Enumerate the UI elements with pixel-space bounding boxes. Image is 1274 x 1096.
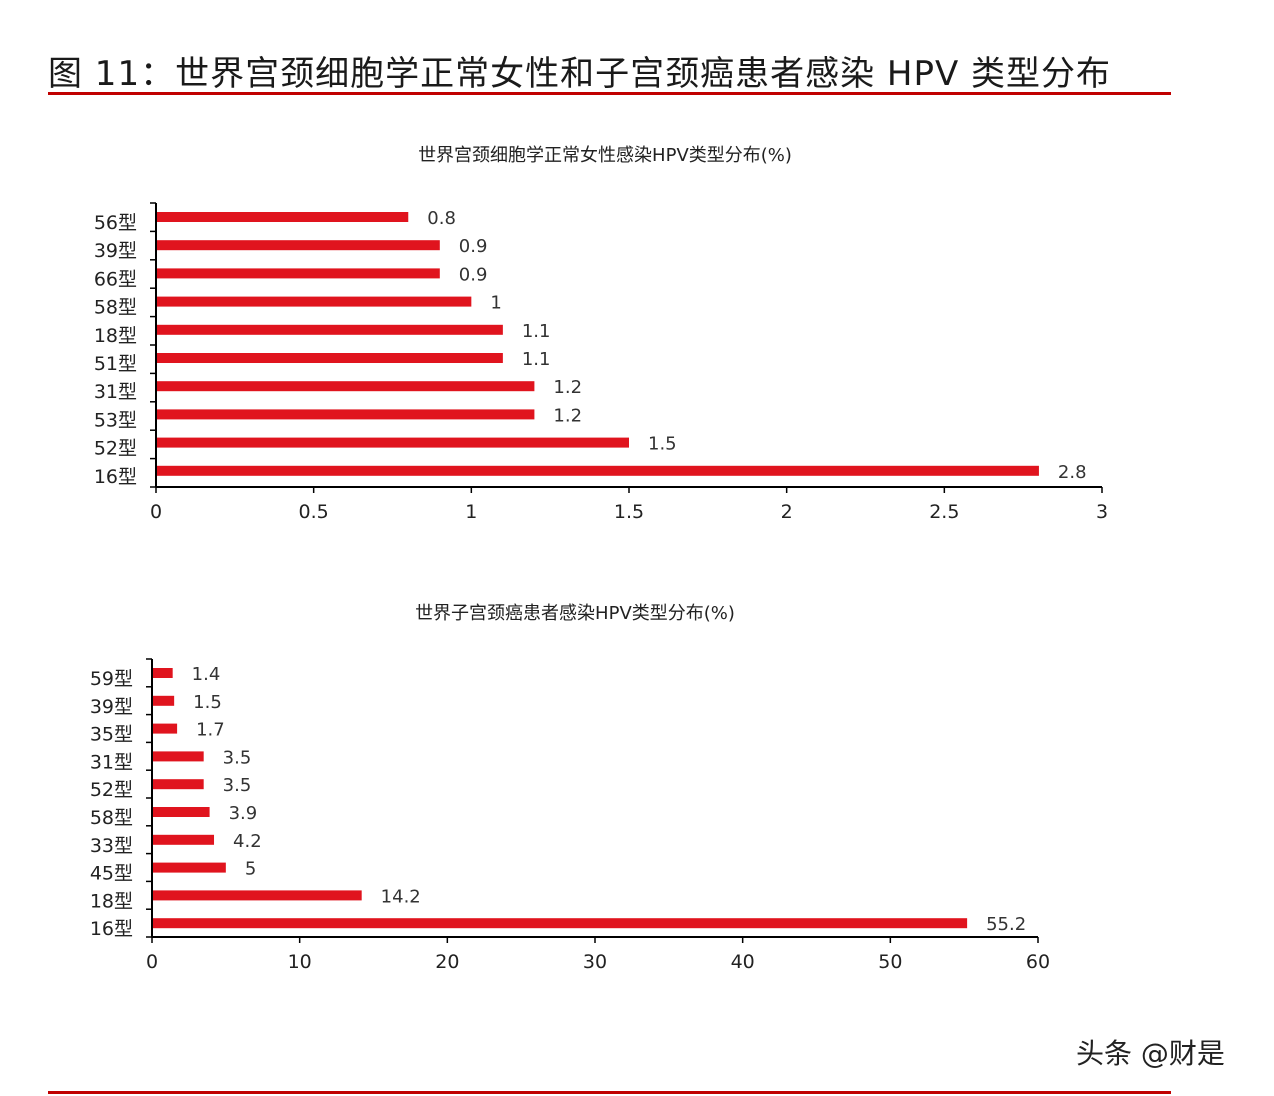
bar — [157, 268, 440, 279]
bar — [157, 212, 409, 222]
x-tick-label: 10 — [288, 951, 312, 973]
bottom-rule — [48, 1091, 1171, 1094]
x-tick-label: 3 — [1096, 501, 1108, 523]
chart-title: 世界宫颈细胞学正常女性感染HPV类型分布(%) — [418, 145, 792, 166]
category-label: 18型 — [90, 890, 133, 912]
category-label: 56型 — [94, 212, 137, 234]
bar — [153, 862, 226, 873]
x-tick-label: 2 — [781, 501, 793, 523]
x-tick-label: 0 — [146, 951, 158, 973]
category-label: 39型 — [90, 696, 133, 718]
category-label: 16型 — [94, 466, 137, 488]
category-label: 39型 — [94, 240, 137, 262]
bar — [153, 918, 968, 929]
x-tick-label: 20 — [435, 951, 459, 973]
bar — [157, 296, 472, 307]
data-label: 14.2 — [381, 886, 421, 907]
category-label: 59型 — [90, 668, 133, 690]
data-label: 1.7 — [196, 720, 225, 741]
category-label: 33型 — [90, 835, 133, 857]
bar — [153, 807, 210, 817]
data-label: 3.5 — [223, 747, 252, 768]
bar — [153, 834, 215, 845]
category-label: 52型 — [90, 779, 133, 801]
bar — [157, 465, 1039, 476]
data-label: 1 — [490, 293, 501, 314]
bar — [157, 437, 629, 448]
category-label: 31型 — [90, 751, 133, 773]
x-tick-label: 60 — [1026, 951, 1050, 973]
x-tick-label: 2.5 — [929, 501, 959, 523]
category-label: 66型 — [94, 268, 137, 290]
data-label: 1.5 — [648, 434, 677, 455]
category-label: 58型 — [94, 297, 137, 319]
data-label: 0.9 — [459, 236, 488, 257]
bar — [153, 723, 178, 734]
title-underline — [48, 92, 1171, 95]
watermark: 头条 @财是 — [1076, 1037, 1225, 1070]
data-label: 3.9 — [229, 803, 258, 824]
category-label: 35型 — [90, 724, 133, 746]
bar — [153, 695, 175, 706]
data-label: 1.4 — [192, 664, 221, 685]
data-label: 2.8 — [1058, 462, 1087, 483]
bar — [157, 240, 440, 251]
data-label: 1.1 — [522, 321, 551, 342]
category-label: 31型 — [94, 381, 137, 403]
x-tick-label: 0 — [150, 501, 162, 523]
data-label: 1.2 — [553, 377, 582, 398]
chart-title: 世界子宫颈癌患者感染HPV类型分布(%) — [415, 603, 735, 624]
x-tick-label: 1 — [465, 501, 477, 523]
x-tick-label: 40 — [731, 951, 755, 973]
bar — [153, 890, 362, 901]
category-label: 52型 — [94, 438, 137, 460]
category-label: 18型 — [94, 325, 137, 347]
bar — [157, 353, 503, 363]
x-tick-label: 0.5 — [299, 501, 329, 523]
figure-title: 图 11：世界宫颈细胞学正常女性和子宫颈癌患者感染 HPV 类型分布 — [48, 54, 1112, 94]
data-label: 0.9 — [459, 264, 488, 285]
data-label: 55.2 — [986, 914, 1026, 935]
bar — [153, 779, 204, 790]
x-tick-label: 30 — [583, 951, 607, 973]
data-label: 0.8 — [427, 208, 456, 229]
category-label: 51型 — [94, 353, 137, 375]
category-label: 53型 — [94, 409, 137, 431]
bar — [157, 324, 503, 335]
x-tick-label: 50 — [878, 951, 902, 973]
category-label: 58型 — [90, 807, 133, 829]
data-label: 4.2 — [233, 831, 262, 852]
category-label: 45型 — [90, 863, 133, 885]
x-tick-label: 1.5 — [614, 501, 644, 523]
data-label: 1.2 — [553, 405, 582, 426]
category-label: 16型 — [90, 918, 133, 940]
bar — [157, 409, 535, 420]
data-label: 1.5 — [193, 692, 222, 713]
data-label: 1.1 — [522, 349, 551, 370]
bar — [157, 381, 535, 392]
data-label: 5 — [245, 859, 256, 880]
bar — [153, 751, 204, 762]
data-label: 3.5 — [223, 775, 252, 796]
bar — [153, 668, 173, 678]
